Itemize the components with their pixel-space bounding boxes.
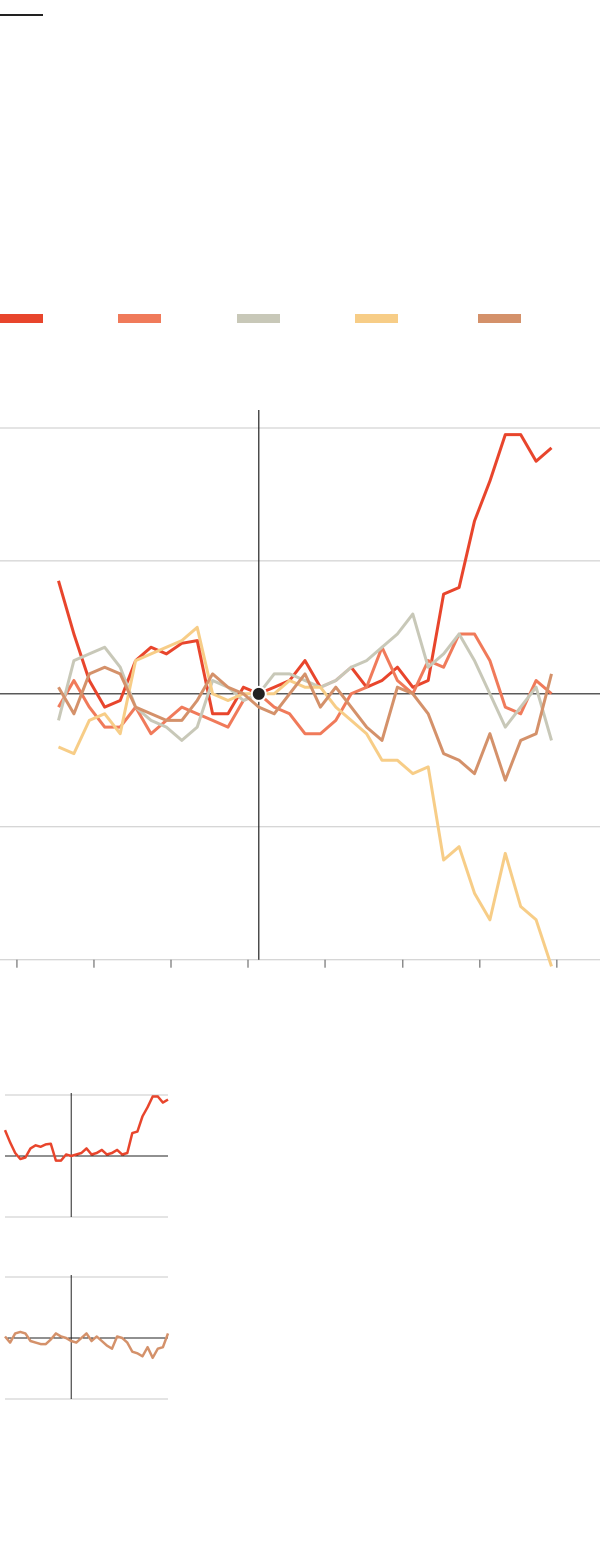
series-line bbox=[57, 632, 553, 736]
small-series-line bbox=[3, 1095, 169, 1162]
series-line bbox=[57, 665, 553, 782]
legend-swatch bbox=[237, 314, 280, 323]
origin-dot bbox=[250, 685, 267, 702]
legend-swatch bbox=[478, 314, 521, 323]
series-line bbox=[57, 612, 553, 742]
series-line bbox=[57, 625, 553, 967]
legend-swatch bbox=[118, 314, 161, 323]
series-line bbox=[57, 433, 553, 716]
legend-swatch bbox=[355, 314, 398, 323]
small-series-line bbox=[4, 1330, 170, 1360]
legend-swatch bbox=[0, 314, 43, 323]
